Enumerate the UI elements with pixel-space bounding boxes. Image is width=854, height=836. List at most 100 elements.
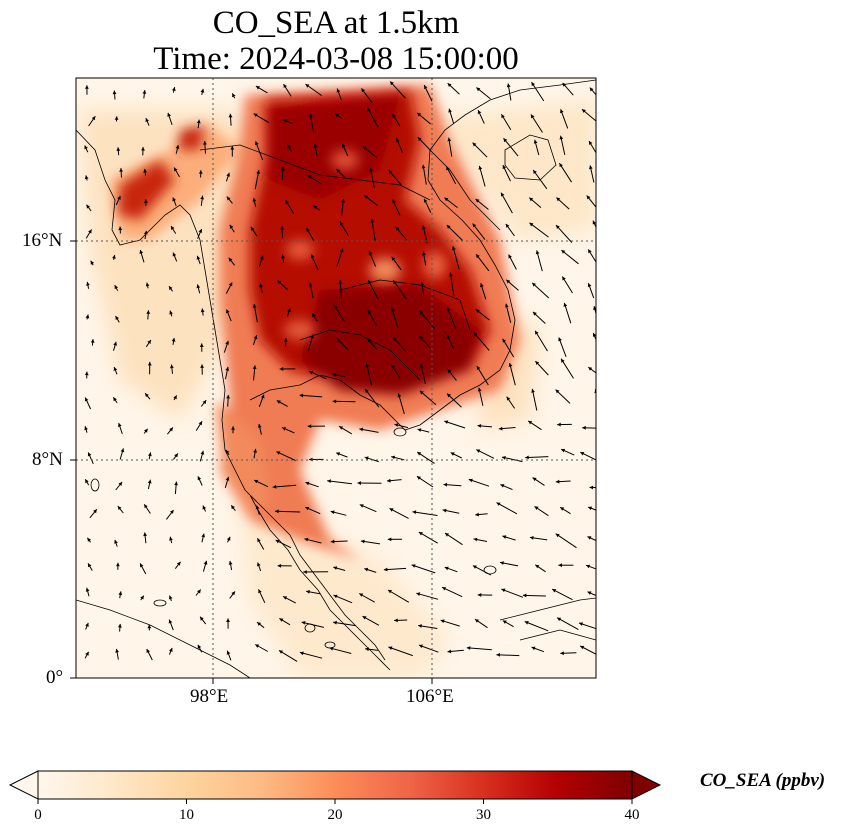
wind-arrow-head — [253, 448, 257, 453]
wind-arrow-shaft — [476, 365, 489, 386]
wind-arrow-shaft — [446, 307, 457, 329]
wind-arrow-head — [305, 506, 310, 511]
wind-arrow-head — [228, 257, 233, 262]
wind-arrow-head — [90, 339, 95, 343]
wind-arrow-head — [444, 197, 449, 202]
wind-arrow-head — [283, 338, 288, 342]
wind-arrow-head — [557, 617, 562, 622]
wind-arrow-head — [167, 112, 171, 117]
wind-arrow-head — [411, 564, 416, 568]
wind-arrow-head — [359, 427, 364, 432]
wind-arrow-head — [417, 112, 421, 117]
wind-arrow-head — [342, 143, 346, 148]
wind-arrow-shaft — [446, 224, 463, 241]
wind-arrow-head — [419, 310, 424, 315]
wind-arrow-head — [364, 195, 369, 199]
wind-arrow-head — [505, 303, 509, 308]
wind-arrow-head — [367, 338, 372, 343]
wind-arrow-head — [529, 222, 534, 227]
wind-arrow-head — [339, 426, 344, 430]
wind-arrow-head — [476, 366, 481, 370]
wind-arrow-head — [476, 449, 481, 453]
wind-arrow-shaft — [299, 394, 323, 398]
wind-arrow-shaft — [276, 451, 296, 462]
wind-arrow-head — [391, 455, 396, 460]
wind-arrow-head — [535, 564, 540, 569]
wind-arrow-head — [500, 561, 504, 565]
wind-arrow-head — [472, 142, 477, 147]
wind-arrow-shaft — [387, 589, 410, 603]
wind-arrow-shaft — [301, 621, 325, 628]
wind-arrow-head — [498, 426, 503, 431]
wind-arrow-shaft — [579, 645, 596, 655]
wind-arrow-head — [169, 647, 173, 652]
wind-arrow-head — [145, 393, 149, 398]
wind-arrow-head — [556, 225, 560, 229]
wind-arrow-shaft — [299, 651, 323, 659]
wind-arrow-head — [287, 144, 291, 149]
wind-arrow-head — [307, 175, 312, 179]
wind-arrow-head — [535, 330, 539, 335]
wind-arrow-head — [417, 137, 422, 142]
colorbar — [8, 770, 662, 804]
y-tick-8n: 8°N — [32, 449, 63, 470]
colorbar-tick-20: 20 — [327, 807, 343, 823]
wind-arrow-head — [559, 135, 564, 140]
wind-arrow-head — [114, 116, 119, 120]
wind-arrow-head — [452, 246, 456, 251]
wind-arrow-head — [171, 226, 175, 230]
wind-arrow-shaft — [364, 388, 380, 408]
wind-arrow-head — [200, 450, 205, 455]
wind-arrow-head — [281, 254, 285, 259]
wind-arrow-shaft — [555, 533, 577, 549]
wind-arrow-shaft — [536, 250, 543, 272]
wind-arrow-head — [258, 589, 262, 594]
map-frame — [75, 77, 597, 679]
wind-arrow-head — [389, 508, 394, 512]
wind-arrow-head — [305, 481, 310, 486]
wind-arrow-head — [501, 192, 505, 197]
wind-arrow-head — [174, 167, 178, 172]
wind-arrow-head — [395, 226, 400, 231]
wind-arrow-head — [412, 510, 417, 515]
wind-arrow-head — [174, 453, 178, 458]
wind-arrow-head — [364, 456, 369, 461]
wind-arrow-shaft — [272, 484, 297, 488]
wind-arrow-head — [341, 198, 346, 203]
wind-arrow-head — [282, 427, 286, 431]
wind-arrow-head — [250, 226, 255, 231]
wind-arrow-head — [466, 646, 471, 650]
wind-arrow-head — [171, 337, 176, 342]
wind-arrow-head — [169, 536, 173, 541]
wind-arrow-shaft — [530, 114, 543, 133]
wind-arrow-head — [416, 476, 421, 480]
colorbar-tick-0: 0 — [34, 807, 42, 823]
wind-arrow-head — [87, 452, 92, 457]
wind-arrow-head — [201, 533, 205, 538]
wind-arrow-head — [334, 305, 338, 310]
wind-arrow-head — [116, 147, 121, 151]
wind-arrow-head — [279, 650, 283, 654]
wind-arrow-shaft — [366, 363, 373, 386]
wind-arrow-head — [475, 199, 480, 203]
wind-arrow-head — [506, 279, 511, 284]
wind-arrow-shaft — [452, 246, 460, 270]
wind-arrow-head — [531, 388, 535, 393]
wind-arrow-head — [260, 394, 265, 399]
wind-arrow-head — [387, 537, 392, 542]
wind-arrow-head — [142, 90, 147, 94]
wind-arrow-head — [202, 400, 207, 405]
wind-arrow-head — [419, 364, 424, 369]
wind-arrow-shaft — [389, 81, 406, 99]
wind-arrow-head — [361, 88, 365, 93]
wind-arrow-head — [500, 484, 505, 488]
wind-arrow-head — [112, 255, 116, 259]
wind-arrow-head — [299, 651, 304, 656]
wind-arrow-shaft — [500, 192, 513, 214]
wind-arrow-head — [502, 456, 506, 460]
wind-arrow-head — [365, 389, 369, 393]
wind-arrow-head — [112, 90, 117, 95]
wind-arrow-head — [117, 195, 121, 200]
wind-arrow-head — [506, 83, 511, 88]
wind-arrow-head — [478, 165, 483, 170]
